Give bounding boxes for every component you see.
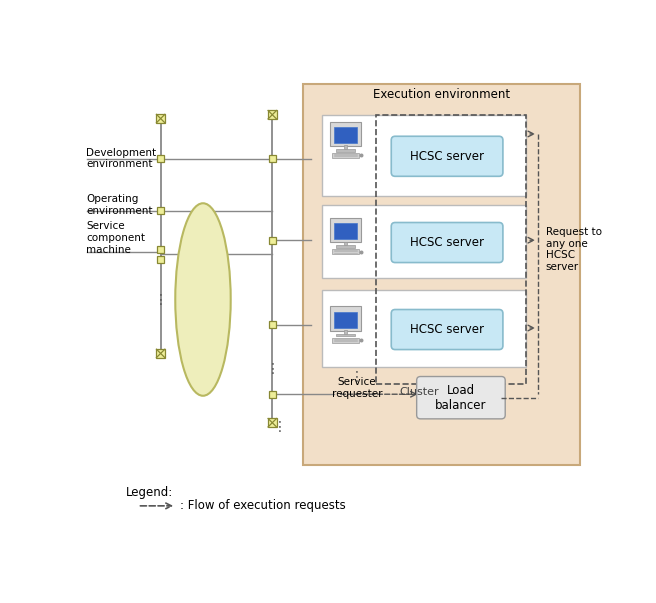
FancyBboxPatch shape [417, 376, 505, 419]
FancyBboxPatch shape [322, 205, 526, 278]
FancyBboxPatch shape [333, 249, 359, 254]
Text: Request to
any one
HCSC
server: Request to any one HCSC server [546, 227, 602, 272]
FancyBboxPatch shape [331, 122, 361, 146]
FancyBboxPatch shape [322, 290, 526, 367]
Text: Execution environment: Execution environment [373, 88, 510, 101]
Text: Operating
environment: Operating environment [86, 194, 152, 216]
FancyBboxPatch shape [391, 309, 503, 350]
FancyBboxPatch shape [269, 321, 276, 329]
Text: Development
environment: Development environment [86, 148, 156, 169]
FancyBboxPatch shape [333, 223, 358, 239]
FancyBboxPatch shape [337, 149, 354, 151]
FancyBboxPatch shape [337, 334, 354, 336]
FancyBboxPatch shape [156, 349, 165, 358]
FancyBboxPatch shape [268, 418, 277, 427]
FancyBboxPatch shape [333, 127, 358, 143]
Text: ⋮: ⋮ [266, 362, 279, 376]
FancyBboxPatch shape [268, 110, 277, 119]
FancyBboxPatch shape [157, 246, 164, 253]
FancyBboxPatch shape [333, 338, 359, 343]
FancyBboxPatch shape [333, 153, 359, 158]
Text: Load
balancer: Load balancer [435, 384, 487, 412]
FancyBboxPatch shape [333, 312, 358, 328]
Text: : Flow of execution requests: : Flow of execution requests [180, 499, 346, 513]
Ellipse shape [175, 203, 231, 396]
Text: Legend:: Legend: [126, 485, 173, 499]
FancyBboxPatch shape [269, 237, 276, 244]
Text: ⋮: ⋮ [350, 370, 364, 384]
FancyBboxPatch shape [391, 223, 503, 262]
Text: HCSC server: HCSC server [410, 236, 484, 249]
FancyBboxPatch shape [344, 145, 347, 149]
FancyBboxPatch shape [331, 218, 361, 242]
FancyBboxPatch shape [269, 155, 276, 162]
FancyBboxPatch shape [391, 136, 503, 176]
Text: HCSC server: HCSC server [410, 150, 484, 163]
FancyBboxPatch shape [157, 155, 164, 162]
FancyBboxPatch shape [331, 306, 361, 331]
FancyBboxPatch shape [157, 256, 164, 263]
FancyBboxPatch shape [269, 391, 276, 398]
Text: ⋮: ⋮ [273, 420, 287, 434]
Text: Cluster: Cluster [400, 387, 439, 397]
FancyBboxPatch shape [156, 115, 165, 123]
Text: Service
requester: Service requester [332, 377, 382, 399]
Text: ⋮: ⋮ [154, 292, 167, 306]
FancyBboxPatch shape [344, 330, 347, 334]
Text: Service
component
machine: Service component machine [86, 221, 145, 254]
FancyBboxPatch shape [322, 115, 526, 195]
Text: HCSC server: HCSC server [410, 323, 484, 336]
FancyBboxPatch shape [337, 245, 354, 248]
FancyBboxPatch shape [303, 84, 581, 465]
FancyBboxPatch shape [344, 242, 347, 245]
FancyBboxPatch shape [157, 207, 164, 215]
